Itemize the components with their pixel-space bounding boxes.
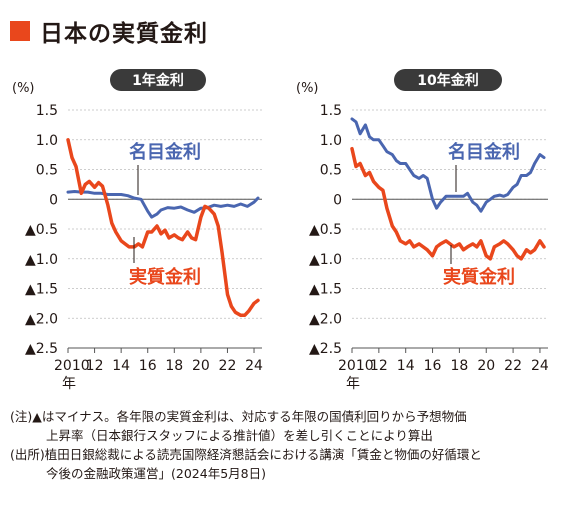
x-tick-label: 2010 xyxy=(338,358,374,374)
x-unit-label: 年 xyxy=(62,376,76,392)
y-tick-label: 1.5 xyxy=(36,103,58,119)
x-tick-label: 20 xyxy=(477,358,495,374)
y-tick-label: 1.0 xyxy=(36,133,58,149)
x-tick-label: 24 xyxy=(245,358,263,374)
series-line-nominal xyxy=(350,117,546,213)
x-tick-label: 2010 xyxy=(54,358,90,374)
series-line-real xyxy=(66,138,260,318)
y-tick-label: ▲2.5 xyxy=(25,341,58,357)
page-title: 日本の実質金利 xyxy=(40,21,208,47)
panel-title: 10年金利 xyxy=(417,72,478,89)
x-tick-label: 20 xyxy=(192,358,210,374)
y-tick-label: ▲1.5 xyxy=(309,282,342,298)
x-tick-label: 18 xyxy=(450,358,468,374)
footnotes: (注)▲はマイナス。各年限の実質金利は、対応する年限の国債利回りから予想物価 上… xyxy=(10,407,482,483)
y-tick-label: ▲1.5 xyxy=(25,282,58,298)
y-tick-label: 0 xyxy=(333,192,342,208)
x-tick-label: 16 xyxy=(424,358,442,374)
x-tick-label: 12 xyxy=(370,358,388,374)
panel-title-pill xyxy=(394,69,502,91)
series-line-nominal xyxy=(66,190,260,219)
y-unit-label: (%) xyxy=(12,81,35,96)
y-tick-label: 1.5 xyxy=(320,103,342,119)
y-tick-label: ▲1.0 xyxy=(25,252,58,268)
panel-title-pill xyxy=(110,69,206,91)
y-tick-label: ▲1.0 xyxy=(309,252,342,268)
y-tick-label: 1.0 xyxy=(320,133,342,149)
charts-canvas: 1年金利(%)1.51.00.50▲0.5▲1.0▲1.5▲2.0▲2.5201… xyxy=(12,69,549,392)
y-tick-label: 0.5 xyxy=(36,163,58,179)
y-tick-label: 0 xyxy=(49,192,58,208)
series-line-real xyxy=(350,146,546,261)
source-line-2: 今後の金融政策運営」(2024年5月8日) xyxy=(46,466,266,481)
y-tick-label: ▲0.5 xyxy=(309,222,342,238)
x-tick-label: 16 xyxy=(139,358,157,374)
series-label-nominal: 名目金利 xyxy=(448,141,520,163)
x-tick-label: 22 xyxy=(504,358,522,374)
x-unit-label: 年 xyxy=(346,376,360,392)
x-tick-label: 24 xyxy=(531,358,549,374)
x-tick-label: 14 xyxy=(112,358,130,374)
note-line-1: (注)▲はマイナス。各年限の実質金利は、対応する年限の国債利回りから予想物価 xyxy=(10,409,467,424)
y-tick-label: 0.5 xyxy=(320,163,342,179)
x-tick-label: 18 xyxy=(165,358,183,374)
y-tick-label: ▲0.5 xyxy=(25,222,58,238)
source-line-1: (出所)植田日銀総裁による読売国際経済懇話会における講演「賃金と物価の好循環と xyxy=(10,447,482,462)
y-tick-label: ▲2.5 xyxy=(309,341,342,357)
y-tick-label: ▲2.0 xyxy=(309,311,342,327)
panel-title: 1年金利 xyxy=(132,72,184,89)
title-bar: 日本の実質金利 xyxy=(10,14,208,48)
x-tick-label: 22 xyxy=(219,358,237,374)
series-label-real: 実質金利 xyxy=(443,266,515,288)
y-tick-label: ▲2.0 xyxy=(25,311,58,327)
note-line-2: 上昇率（日本銀行スタッフによる推計値）を差し引くことにより算出 xyxy=(46,428,433,443)
title-marker xyxy=(10,21,30,41)
x-tick-label: 12 xyxy=(86,358,104,374)
series-label-real: 実質金利 xyxy=(129,266,201,288)
x-tick-label: 14 xyxy=(397,358,415,374)
series-label-nominal: 名目金利 xyxy=(129,141,201,163)
y-unit-label: (%) xyxy=(296,81,319,96)
